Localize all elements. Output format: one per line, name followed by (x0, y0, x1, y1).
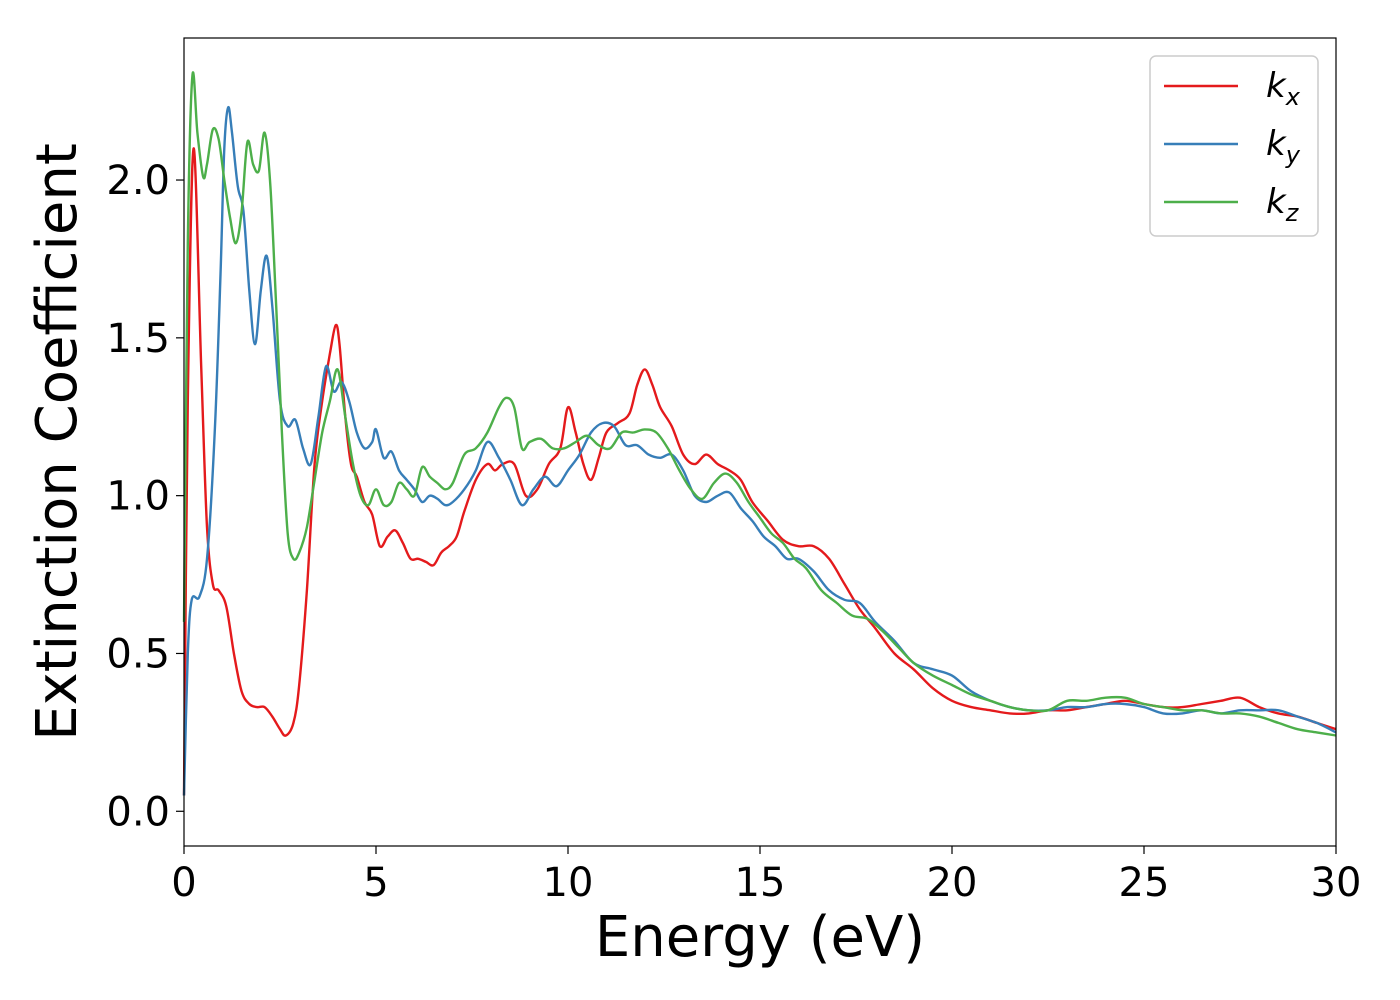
legend-label-kz: kz (1266, 182, 1300, 227)
x-tick-label: 25 (1119, 860, 1170, 906)
legend: kx ky kz (1149, 55, 1319, 237)
x-axis: 0 5 10 15 20 25 30 (171, 846, 1361, 906)
x-tick-label: 5 (363, 860, 388, 906)
y-tick-label: 1.5 (106, 316, 170, 362)
y-axis: 0.0 0.5 1.0 1.5 2.0 (106, 158, 184, 835)
x-tick-label: 0 (171, 860, 196, 906)
series-layer (182, 71, 1337, 796)
y-tick-label: 1.0 (106, 474, 170, 520)
series-line-kx (182, 147, 1337, 796)
y-tick-label: 0.5 (106, 631, 170, 677)
x-tick-label: 20 (927, 860, 978, 906)
x-tick-label: 30 (1311, 860, 1362, 906)
y-tick-label: 0.0 (106, 789, 170, 835)
x-tick-label: 10 (543, 860, 594, 906)
x-tick-label: 15 (735, 860, 786, 906)
y-tick-label: 2.0 (106, 158, 170, 204)
legend-box (1149, 55, 1319, 237)
series-line-kz (182, 71, 1337, 737)
y-axis-title: Extinction Coefficient (25, 143, 90, 741)
legend-label-kx: kx (1266, 66, 1301, 111)
x-axis-title: Energy (eV) (595, 905, 925, 970)
legend-label-ky: ky (1266, 124, 1301, 169)
